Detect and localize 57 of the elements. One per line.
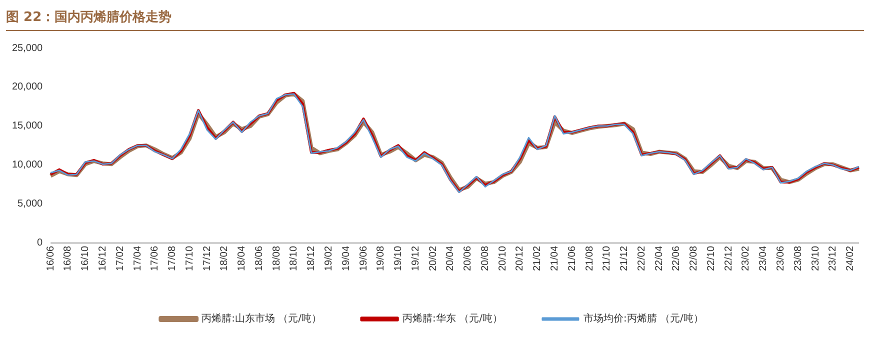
x-tick-label: 16/08 bbox=[62, 246, 74, 272]
x-tick-label: 22/10 bbox=[706, 246, 717, 272]
x-tick-label: 23/06 bbox=[776, 246, 787, 272]
x-tick-label: 18/08 bbox=[271, 246, 282, 272]
chart-title: 图 22：国内丙烯腈价格走势 bbox=[6, 9, 172, 26]
x-tick-label: 20/10 bbox=[497, 246, 508, 272]
x-tick-label: 22/06 bbox=[671, 246, 682, 272]
x-tick-label: 21/06 bbox=[566, 246, 578, 272]
x-tick-label: 22/02 bbox=[636, 246, 648, 272]
x-tick-label: 17/12 bbox=[202, 246, 213, 272]
legend-label: 市场均价:丙烯腈 （元/吨） bbox=[583, 312, 704, 325]
x-tick-label: 21/10 bbox=[602, 246, 613, 272]
y-tick-label: 10,000 bbox=[12, 160, 44, 171]
x-tick-label: 22/04 bbox=[654, 246, 665, 272]
x-tick-label: 23/08 bbox=[792, 246, 804, 272]
y-tick-label: 25,000 bbox=[12, 42, 44, 54]
x-tick-label: 18/04 bbox=[236, 246, 248, 272]
legend-label: 丙烯腈:山东市场 （元/吨） bbox=[202, 312, 322, 325]
x-tick-label: 20/02 bbox=[428, 246, 439, 272]
x-tick-label: 23/10 bbox=[810, 246, 822, 272]
x-tick-label: 22/08 bbox=[688, 246, 700, 272]
x-tick-label: 17/06 bbox=[150, 246, 161, 272]
x-tick-label: 21/04 bbox=[550, 246, 561, 272]
x-tick-label: 18/10 bbox=[288, 246, 300, 272]
x-tick-label: 18/06 bbox=[254, 246, 265, 272]
x-tick-label: 21/08 bbox=[584, 246, 596, 272]
x-tick-label: 20/04 bbox=[445, 246, 456, 272]
y-tick-label: 15,000 bbox=[12, 120, 44, 132]
x-tick-label: 23/04 bbox=[758, 246, 770, 272]
x-tick-label: 23/12 bbox=[828, 246, 839, 272]
legend-label: 丙烯腈:华东 （元/吨） bbox=[402, 312, 502, 325]
x-tick-label: 16/06 bbox=[45, 246, 56, 272]
x-tick-label: 19/02 bbox=[324, 246, 334, 272]
x-tick-label: 19/12 bbox=[410, 246, 422, 272]
x-tick-label: 20/12 bbox=[514, 246, 526, 272]
x-tick-label: 19/08 bbox=[376, 246, 387, 272]
x-tick-label: 19/10 bbox=[393, 246, 404, 272]
x-tick-label: 21/02 bbox=[532, 246, 544, 272]
x-tick-label: 18/02 bbox=[219, 246, 230, 272]
y-tick-label: 0 bbox=[37, 238, 44, 249]
x-tick-label: 19/04 bbox=[340, 246, 352, 272]
x-tick-label: 21/12 bbox=[619, 246, 630, 272]
x-tick-label: 16/12 bbox=[97, 246, 108, 272]
x-tick-label: 17/04 bbox=[132, 246, 144, 272]
y-tick-label: 5,000 bbox=[18, 198, 44, 210]
x-tick-label: 24/02 bbox=[845, 246, 856, 272]
x-tick-label: 17/10 bbox=[184, 246, 196, 272]
y-tick-label: 20,000 bbox=[12, 82, 44, 93]
x-tick-label: 17/02 bbox=[114, 246, 126, 272]
x-tick-label: 20/08 bbox=[480, 246, 491, 272]
x-tick-label: 18/12 bbox=[306, 246, 318, 272]
x-tick-label: 23/02 bbox=[740, 246, 752, 272]
x-tick-label: 17/08 bbox=[167, 246, 178, 272]
x-tick-label: 16/10 bbox=[80, 246, 92, 272]
x-tick-label: 22/12 bbox=[723, 246, 734, 272]
x-tick-label: 20/06 bbox=[462, 246, 474, 272]
x-tick-label: 19/06 bbox=[358, 246, 370, 272]
